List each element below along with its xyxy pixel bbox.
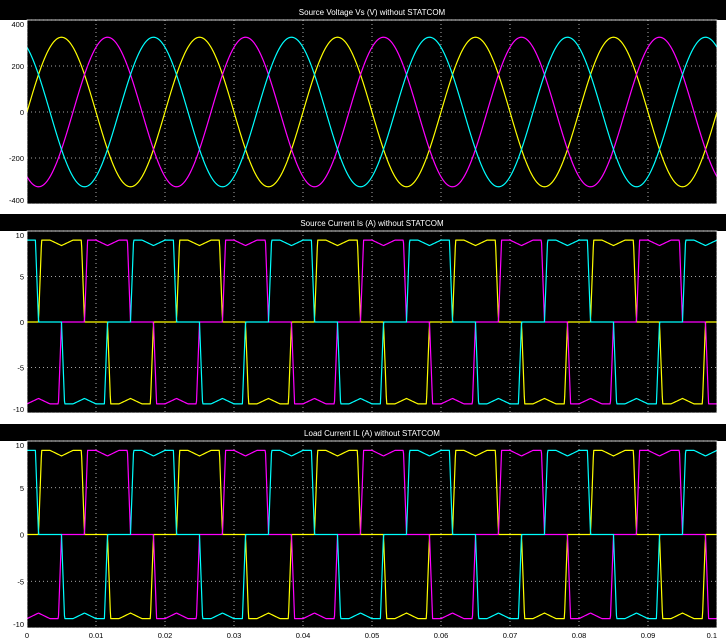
y-tick-label: -5 [17, 577, 24, 586]
trace-phase-c [26, 36, 718, 188]
y-tick-label: 0 [20, 108, 24, 117]
trace-phase-a [26, 239, 718, 405]
x-tick-label: 0.09 [641, 631, 656, 640]
x-tick-label: 0.1 [707, 631, 717, 640]
x-tick-label: 0.07 [503, 631, 518, 640]
scope-panel-3: Load Current IL (A) without STATCOM1050-… [0, 424, 726, 640]
x-tick-label: 0.02 [158, 631, 173, 640]
y-tick-label: -10 [13, 620, 24, 629]
panel-title-bar [0, 424, 726, 441]
y-tick-label: 10 [16, 231, 24, 240]
panel-title-bar [0, 214, 726, 231]
trace-phase-c [26, 449, 718, 620]
y-tick-label: 10 [16, 441, 24, 450]
trace-phase-b [26, 239, 718, 405]
panel-title: Load Current IL (A) without STATCOM [304, 429, 440, 438]
plot-frame [26, 19, 718, 205]
panel-title-bar [0, 0, 726, 20]
y-tick-label: 0 [20, 318, 24, 327]
x-tick-label: 0.01 [89, 631, 104, 640]
y-tick-label: -5 [17, 364, 24, 373]
trace-phase-c [26, 239, 718, 405]
y-tick-label: 400 [11, 20, 24, 29]
y-tick-label: -200 [9, 154, 24, 163]
trace-phase-a [26, 449, 718, 620]
panel-title: Source Current Is (A) without STATCOM [300, 219, 444, 228]
trace-phase-b [26, 36, 718, 188]
trace-phase-b [26, 449, 718, 620]
x-tick-label: 0.06 [434, 631, 449, 640]
y-tick-label: 0 [20, 531, 24, 540]
plot-frame [26, 230, 718, 414]
y-tick-label: 200 [11, 62, 24, 71]
plot-frame [26, 440, 718, 629]
panel-title: Source Voltage Vs (V) without STATCOM [299, 8, 446, 17]
y-tick-label: 5 [20, 484, 24, 493]
y-tick-label: -10 [13, 405, 24, 414]
scope-panel-2: Source Current Is (A) without STATCOM 10 5… [0, 214, 726, 414]
x-tick-label: 0.04 [296, 631, 311, 640]
trace-phase-a [26, 36, 718, 188]
scope-panel-1: Source Voltage Vs (V) without STATCOM 400… [0, 0, 726, 205]
x-tick-label: 0.05 [365, 631, 380, 640]
x-tick-label: 0.03 [227, 631, 242, 640]
y-tick-label: 5 [20, 273, 24, 282]
x-tick-label: 0.08 [572, 631, 587, 640]
x-tick-label: 0 [25, 631, 29, 640]
y-tick-label: -400 [9, 196, 24, 205]
